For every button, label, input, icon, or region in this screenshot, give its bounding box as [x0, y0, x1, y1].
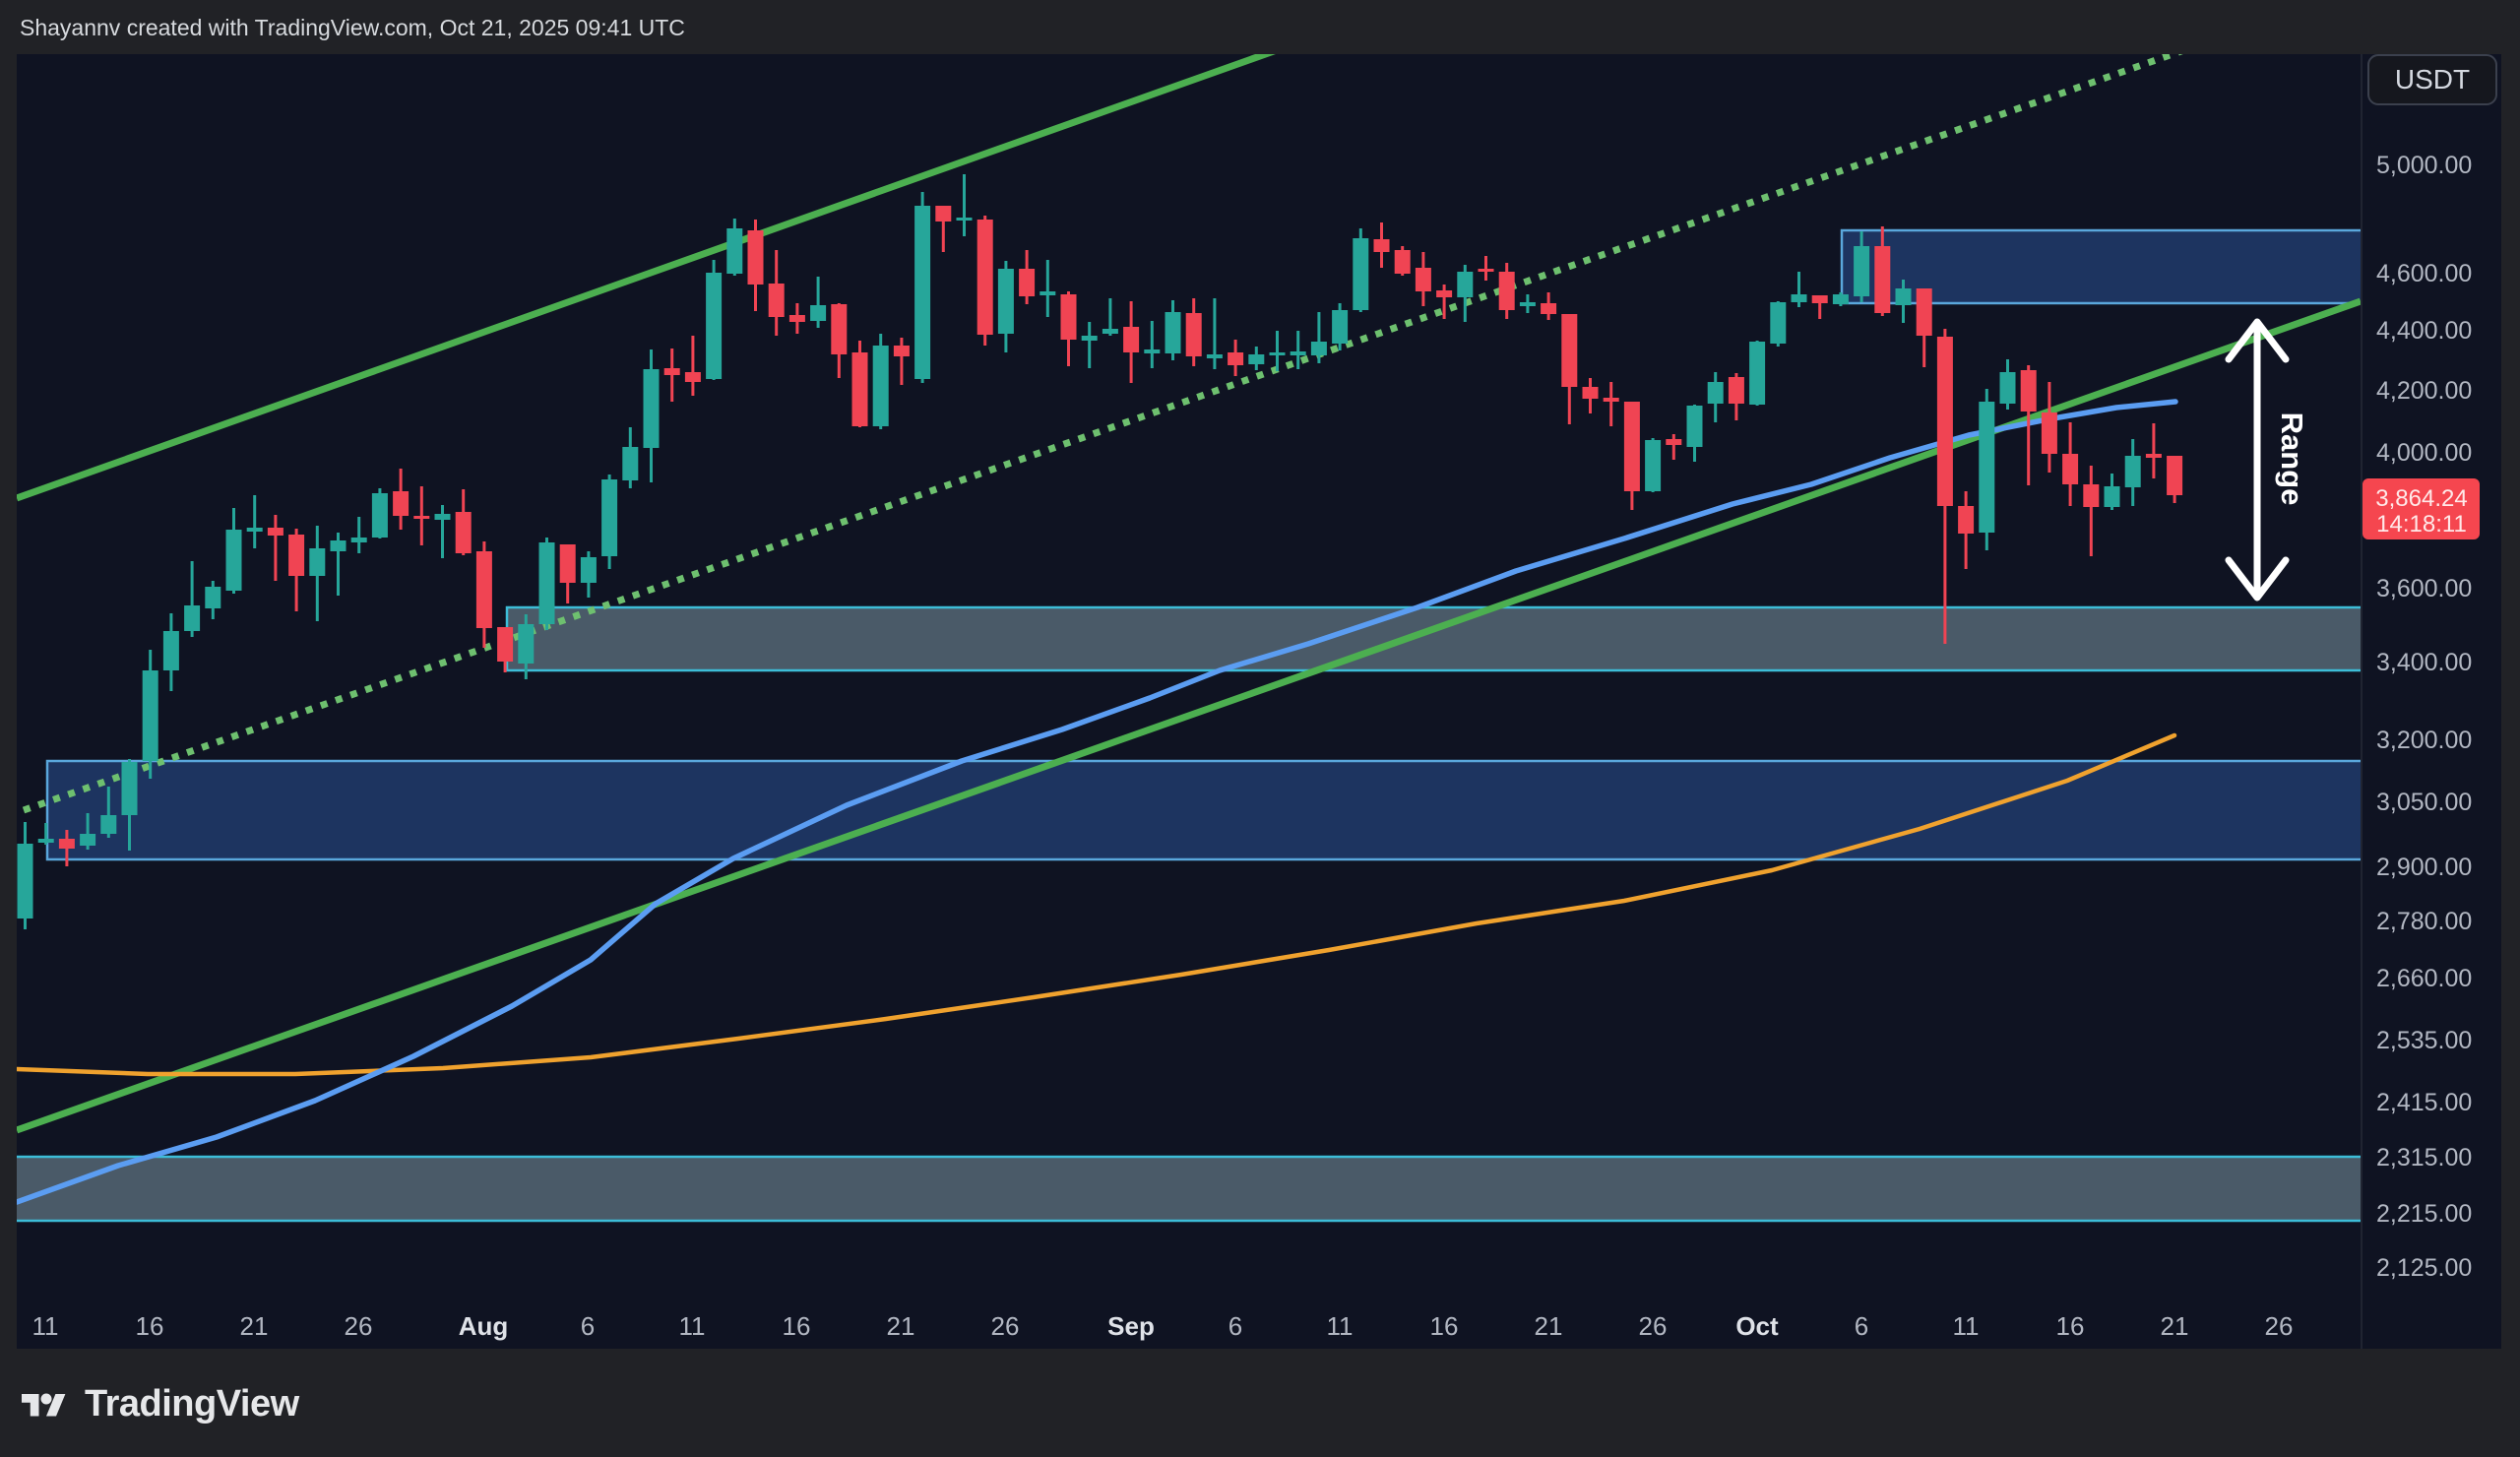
svg-text:USDT: USDT	[2395, 64, 2470, 95]
svg-text:14:18:11: 14:18:11	[2376, 511, 2467, 538]
svg-text:3,600.00: 3,600.00	[2376, 575, 2472, 602]
svg-text:11: 11	[1327, 1311, 1354, 1341]
svg-text:6: 6	[1228, 1311, 1242, 1341]
svg-text:2,660.00: 2,660.00	[2376, 965, 2472, 992]
svg-text:16: 16	[783, 1311, 811, 1341]
svg-text:4,200.00: 4,200.00	[2376, 377, 2472, 405]
svg-text:Sep: Sep	[1107, 1311, 1155, 1341]
svg-text:26: 26	[2265, 1311, 2294, 1341]
svg-text:4,000.00: 4,000.00	[2376, 439, 2472, 467]
svg-text:16: 16	[1430, 1311, 1459, 1341]
svg-text:2,315.00: 2,315.00	[2376, 1144, 2472, 1172]
svg-text:2,780.00: 2,780.00	[2376, 908, 2472, 935]
svg-text:11: 11	[679, 1311, 706, 1341]
svg-text:26: 26	[991, 1311, 1020, 1341]
svg-text:Shayannv created with TradingV: Shayannv created with TradingView.com, O…	[20, 15, 685, 40]
svg-text:6: 6	[581, 1311, 595, 1341]
svg-text:Range: Range	[2275, 412, 2309, 506]
svg-text:3,864.24: 3,864.24	[2375, 485, 2467, 512]
svg-text:21: 21	[2161, 1311, 2189, 1341]
svg-text:2,125.00: 2,125.00	[2376, 1254, 2472, 1282]
svg-text:21: 21	[240, 1311, 269, 1341]
svg-text:2,415.00: 2,415.00	[2376, 1089, 2472, 1116]
svg-text:3,400.00: 3,400.00	[2376, 649, 2472, 676]
svg-text:5,000.00: 5,000.00	[2376, 152, 2472, 179]
svg-text:Aug: Aug	[459, 1311, 509, 1341]
svg-text:16: 16	[2056, 1311, 2085, 1341]
svg-text:3,050.00: 3,050.00	[2376, 789, 2472, 816]
svg-text:2,535.00: 2,535.00	[2376, 1027, 2472, 1054]
svg-text:11: 11	[1953, 1311, 1980, 1341]
svg-text:3,200.00: 3,200.00	[2376, 727, 2472, 754]
svg-text:21: 21	[887, 1311, 915, 1341]
svg-text:2,900.00: 2,900.00	[2376, 854, 2472, 881]
svg-text:4,600.00: 4,600.00	[2376, 260, 2472, 287]
svg-text:21: 21	[1535, 1311, 1563, 1341]
svg-text:Oct: Oct	[1735, 1311, 1779, 1341]
svg-text:4,400.00: 4,400.00	[2376, 317, 2472, 345]
svg-text:26: 26	[1639, 1311, 1668, 1341]
svg-text:2,215.00: 2,215.00	[2376, 1200, 2472, 1228]
svg-text:TradingView: TradingView	[85, 1383, 300, 1425]
svg-text:16: 16	[136, 1311, 164, 1341]
svg-text:6: 6	[1855, 1311, 1868, 1341]
svg-text:11: 11	[32, 1311, 59, 1341]
svg-text:26: 26	[345, 1311, 373, 1341]
